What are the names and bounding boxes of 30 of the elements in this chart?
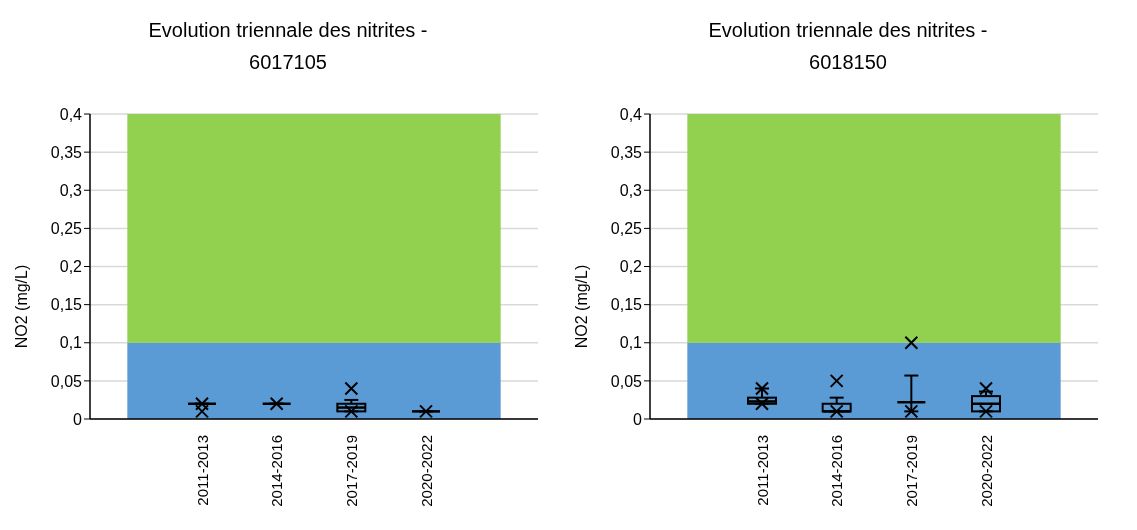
x-tick-label: 2017-2019 [342,435,360,507]
y-tick-label: 0,2 [59,258,83,276]
x-tick-label: 2014-2016 [268,435,286,507]
x-tick-label: 2020-2022 [417,435,435,507]
y-tick-label: 0,4 [619,105,643,123]
y-tick-label: 0,05 [50,372,83,390]
y-tick-label: 0 [73,410,83,428]
y-tick-label: 0,05 [610,372,643,390]
y-tick-label: 0 [633,410,643,428]
x-tick-label: 2014-2016 [828,435,846,507]
y-tick-label: 0,2 [619,258,643,276]
y-tick-label: 0,1 [59,334,83,352]
x-tick-label: 2011-2013 [193,435,211,506]
y-tick-label: 0,25 [50,220,83,238]
y-tick-label: 0,15 [610,296,643,314]
y-tick-label: 0,1 [619,334,643,352]
chart-title: Evolution triennale des nitrites - 6018150 [707,18,989,75]
y-tick-label: 0,4 [59,105,83,123]
y-tick-label: 0,25 [610,220,643,238]
y-axis-title: NO2 (mg/L) [572,264,590,349]
y-axis-title: NO2 (mg/L) [12,264,30,349]
x-tick-label: 2020-2022 [977,435,995,507]
y-tick-label: 0,3 [59,181,83,199]
x-tick-label: 2017-2019 [902,435,920,507]
y-tick-label: 0,35 [50,143,83,161]
x-tick-label: 2011-2013 [753,435,771,506]
y-tick-label: 0,35 [610,143,643,161]
chart-title: Evolution triennale des nitrites - 6017105 [147,18,429,75]
y-tick-label: 0,15 [50,296,83,314]
y-tick-label: 0,3 [619,181,643,199]
